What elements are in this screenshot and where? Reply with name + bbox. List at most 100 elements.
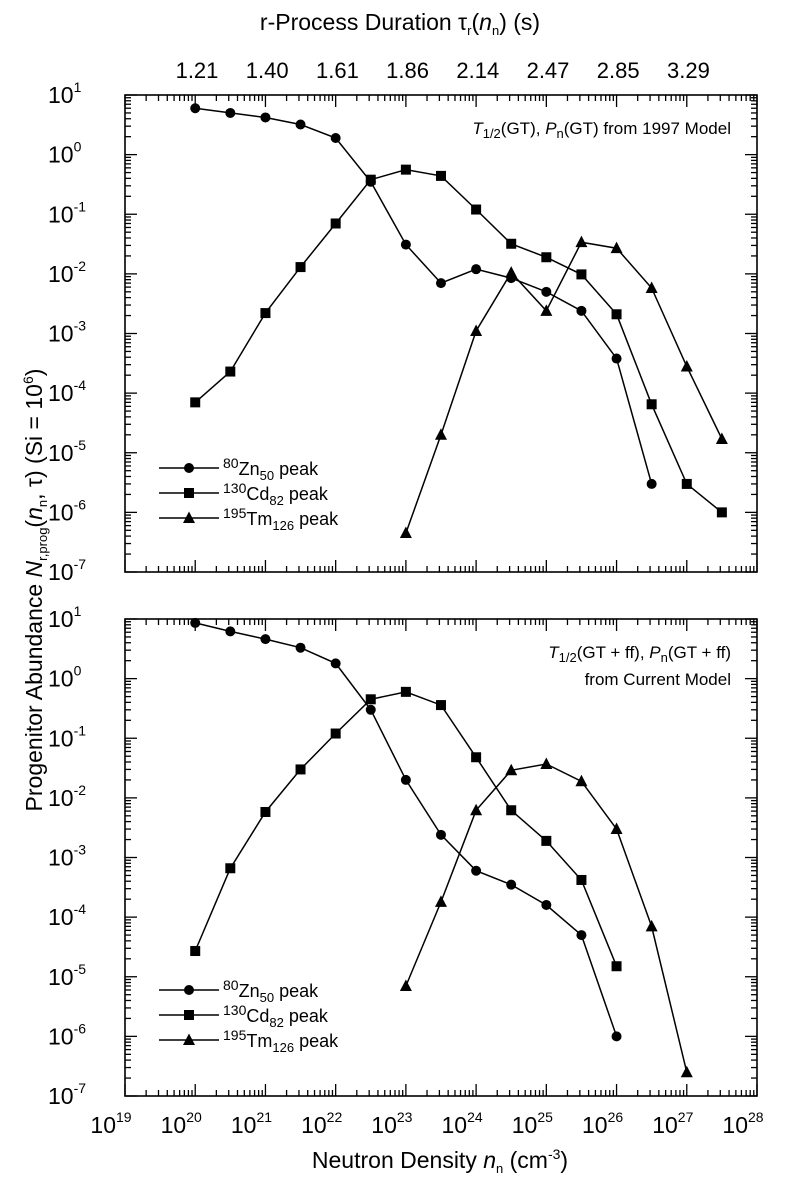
data-point-triangle <box>645 919 658 932</box>
data-point-triangle <box>680 359 693 372</box>
data-point-triangle <box>470 803 483 816</box>
data-point-triangle <box>434 895 447 907</box>
legend-label: 195Tm126 peak <box>223 1027 339 1055</box>
data-point-square <box>190 946 201 957</box>
data-point-circle <box>471 865 482 876</box>
data-point-square <box>295 262 306 273</box>
x-tick-label: 1019 <box>90 1109 131 1138</box>
data-point-triangle <box>505 266 518 278</box>
legend-marker-square <box>184 488 194 498</box>
data-point-square <box>681 478 692 489</box>
data-point-circle <box>295 642 306 653</box>
top-tick-label: 2.85 <box>597 58 640 83</box>
series-line-square <box>194 168 723 513</box>
legend-label: 195Tm126 peak <box>223 505 339 533</box>
y-tick-label: 10-6 <box>48 496 86 525</box>
data-point-square <box>646 399 657 410</box>
top-tick-label: 1.61 <box>316 58 359 83</box>
data-point-triangle <box>645 281 658 293</box>
y-tick-label: 10-4 <box>48 901 86 930</box>
data-point-square <box>400 686 411 697</box>
data-point-circle <box>260 112 271 123</box>
top-tick-label: 2.47 <box>527 58 570 83</box>
y-tick-label: 10-7 <box>48 1080 86 1109</box>
data-point-circle <box>541 899 552 910</box>
y-axis-title: Progenitor Abundance Nr,prog(nn, τ) (Si … <box>20 369 50 812</box>
data-point-circle <box>541 286 552 297</box>
data-point-square <box>330 218 341 229</box>
data-point-square <box>225 366 236 377</box>
y-tick-label: 10-1 <box>48 198 86 227</box>
y-tick-label: 10-5 <box>48 961 86 990</box>
data-point-square <box>541 252 552 263</box>
y-tick-label: 10-3 <box>48 842 86 871</box>
data-point-triangle <box>399 979 412 991</box>
top-axis-title: r-Process Duration τr(nn) (s) <box>260 9 540 38</box>
y-tick-label: 10-2 <box>48 258 86 287</box>
data-point-square <box>225 863 236 874</box>
legend-marker-circle <box>184 463 194 473</box>
legend-marker-triangle <box>183 1033 195 1045</box>
series-line-circle <box>195 622 618 1037</box>
legend-marker-square <box>184 1010 194 1020</box>
data-point-square <box>611 961 622 972</box>
legend-label: 80Zn50 peak <box>223 455 319 483</box>
data-point-circle <box>506 879 517 890</box>
legend-label: 80Zn50 peak <box>223 977 319 1005</box>
data-point-triangle <box>470 324 483 337</box>
data-point-square <box>400 164 411 175</box>
data-point-circle <box>225 626 236 637</box>
data-point-triangle <box>610 822 623 835</box>
top-tick-label: 3.29 <box>667 58 710 83</box>
data-point-circle <box>225 107 236 118</box>
data-point-circle <box>435 278 446 289</box>
data-point-square <box>365 174 376 185</box>
data-point-square <box>365 694 376 705</box>
y-tick-label: 10-2 <box>48 782 86 811</box>
data-point-square <box>471 204 482 215</box>
y-tick-label: 101 <box>48 79 82 108</box>
legend-marker-triangle <box>183 511 195 523</box>
data-point-square <box>435 170 446 181</box>
data-point-triangle <box>610 241 623 254</box>
data-point-square <box>435 700 446 711</box>
top-tick-label: 1.21 <box>176 58 219 83</box>
data-point-triangle <box>715 432 728 445</box>
data-point-square <box>471 752 482 763</box>
data-point-circle <box>190 103 201 114</box>
data-point-square <box>506 805 517 816</box>
data-point-square <box>260 308 271 319</box>
x-tick-label: 1026 <box>582 1109 623 1138</box>
series-line-square <box>194 691 618 967</box>
x-tick-label: 1020 <box>161 1109 202 1138</box>
data-point-square <box>260 806 271 817</box>
data-point-triangle <box>434 428 447 440</box>
data-point-circle <box>190 617 201 628</box>
data-point-triangle <box>680 1065 693 1078</box>
x-axis-title: Neutron Density nn (cm-3) <box>312 1146 568 1176</box>
data-point-triangle <box>575 235 588 248</box>
data-point-circle <box>471 264 482 275</box>
plot-frame-bottom <box>124 618 758 1097</box>
series-line-triangle <box>405 763 688 1073</box>
data-point-circle <box>435 829 446 840</box>
x-tick-label: 1021 <box>231 1109 272 1138</box>
data-point-square <box>716 507 727 518</box>
x-tick-label: 1022 <box>301 1109 342 1138</box>
data-point-triangle <box>575 774 588 787</box>
data-point-circle <box>400 774 411 785</box>
legend-label: 130Cd82 peak <box>223 480 329 508</box>
y-tick-label: 101 <box>48 603 82 632</box>
data-point-triangle <box>505 763 518 776</box>
x-tick-label: 1027 <box>652 1109 693 1138</box>
data-point-circle <box>330 658 341 669</box>
y-tick-label: 10-4 <box>48 377 86 406</box>
data-point-circle <box>646 478 657 489</box>
data-point-circle <box>576 305 587 316</box>
top-panel-annotation: T1/2(GT), Pn(GT) from 1997 Model <box>472 119 731 141</box>
data-point-circle <box>576 930 587 941</box>
plot-frame-top <box>124 94 758 573</box>
x-tick-label: 1028 <box>722 1109 763 1138</box>
